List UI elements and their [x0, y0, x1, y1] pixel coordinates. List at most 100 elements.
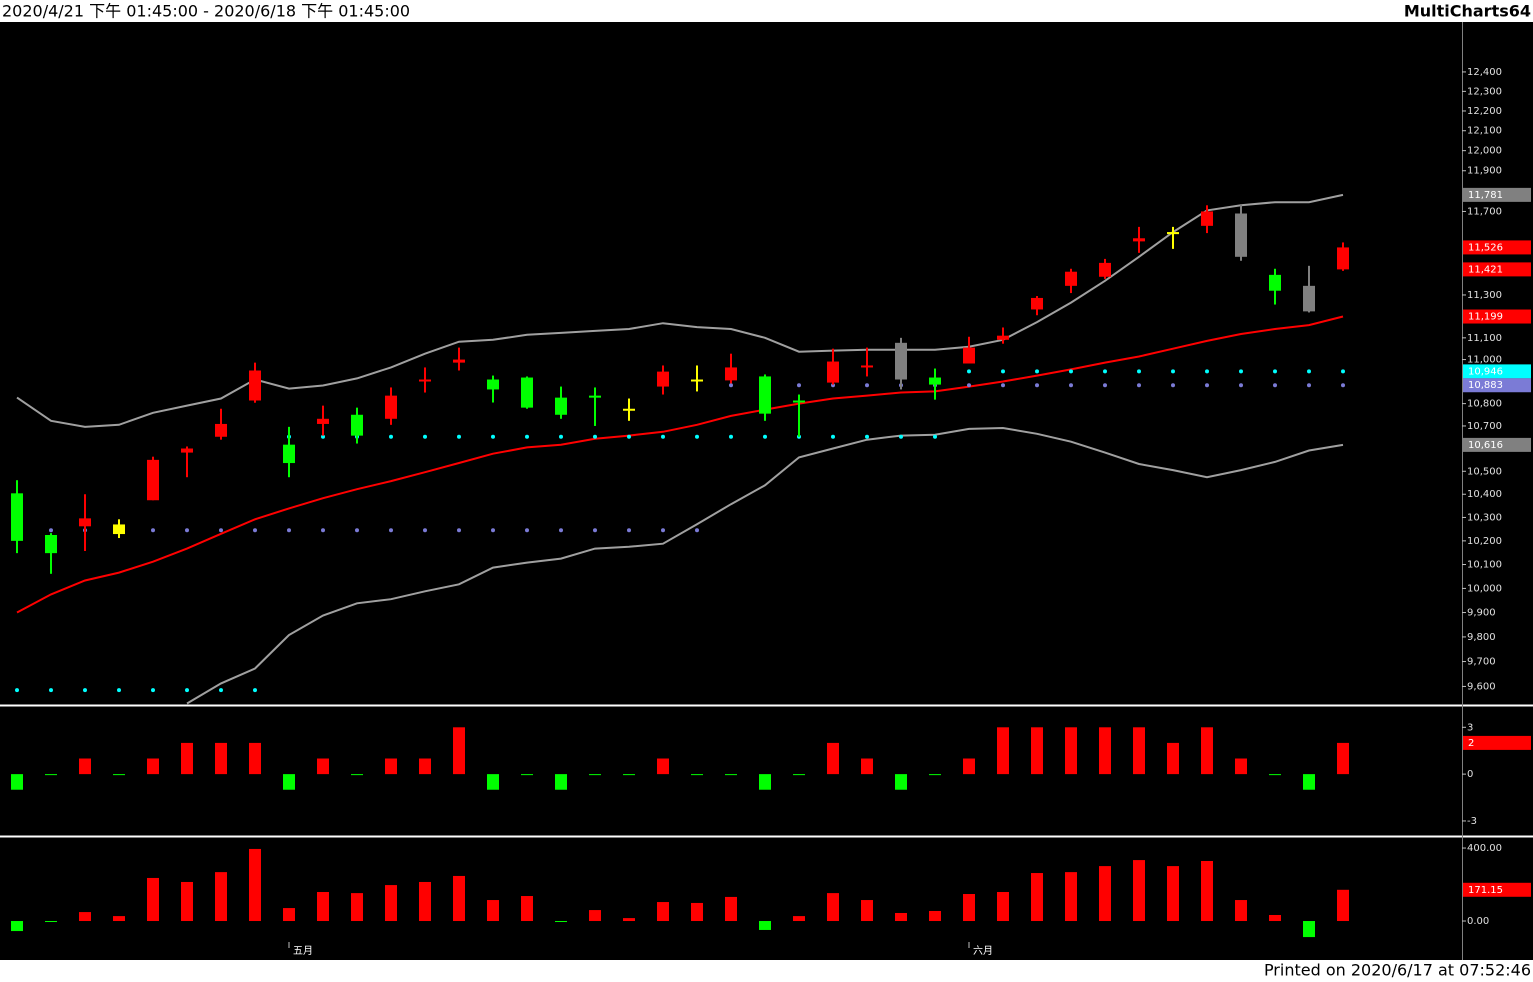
candle-body: [351, 414, 363, 436]
bar: [453, 727, 465, 775]
bar: [283, 908, 295, 922]
y-tick-label: 10,100: [1467, 560, 1502, 571]
bar: [997, 892, 1009, 922]
bar: [1201, 727, 1213, 775]
bar: [113, 916, 125, 922]
candle-body: [521, 377, 533, 408]
bar: [385, 885, 397, 922]
bar: [1167, 742, 1179, 775]
indicator-dot: [253, 528, 257, 533]
indicator-line: [186, 426, 1344, 705]
bar: [725, 896, 737, 922]
indicator-dot: [253, 688, 257, 693]
indicator-dot: [729, 383, 733, 388]
bar: [1167, 866, 1179, 922]
x-tick-label: 五月: [293, 945, 313, 957]
bar: [1065, 727, 1077, 775]
candle-body: [181, 448, 193, 453]
indicator-dot: [661, 434, 665, 439]
price-marker: [1463, 187, 1531, 202]
bar: [1235, 758, 1247, 775]
y-tick-label: 0: [1467, 769, 1473, 780]
indicator-dot: [627, 434, 631, 439]
bar: [317, 892, 329, 922]
bar: [1133, 860, 1145, 922]
y-tick-label: 11,900: [1467, 166, 1502, 177]
bar: [929, 774, 941, 776]
bar: [827, 742, 839, 775]
candle-body: [385, 395, 397, 419]
y-tick-label: 400.00: [1467, 843, 1502, 854]
indicator-dot: [661, 528, 665, 533]
candle-body: [725, 367, 737, 381]
candle-body: [1167, 232, 1179, 235]
candle-body: [827, 361, 839, 383]
bar: [963, 758, 975, 775]
bar: [419, 758, 431, 775]
candle-body: [963, 347, 975, 364]
y-tick-label: 9,800: [1467, 632, 1496, 643]
indicator-dot: [49, 528, 53, 533]
indicator-dot: [1035, 369, 1039, 374]
bar: [1031, 873, 1043, 922]
candle-body: [45, 534, 57, 554]
y-tick-label: 10,500: [1467, 466, 1502, 477]
indicator-dot: [831, 434, 835, 439]
bar: [1303, 774, 1315, 790]
indicator-dot: [593, 528, 597, 533]
bar: [45, 774, 57, 776]
indicator-dot: [185, 688, 189, 693]
indicator-dot: [797, 383, 801, 388]
bar: [1269, 914, 1281, 922]
bar: [895, 912, 907, 922]
candle-body: [1099, 262, 1111, 277]
indicator-dot: [1103, 369, 1107, 374]
indicator-dot: [1307, 383, 1311, 388]
bar: [45, 921, 57, 923]
indicator-dot: [321, 434, 325, 439]
candle-body: [11, 493, 23, 541]
indicator-dot: [1273, 383, 1277, 388]
bar: [249, 848, 261, 922]
price-marker-label: 171.15: [1468, 885, 1503, 896]
price-marker-label: 10,946: [1468, 366, 1503, 377]
y-tick-label: 11,100: [1467, 333, 1502, 344]
bar: [11, 774, 23, 790]
indicator-dot: [287, 528, 291, 533]
indicator-dot: [1137, 383, 1141, 388]
candle-body: [793, 400, 805, 403]
date-range: 2020/4/21 下午 01:45:00 - 2020/6/18 下午 01:…: [2, 2, 410, 21]
indicator-dot: [1137, 369, 1141, 374]
candle-body: [1303, 285, 1315, 312]
bar: [1337, 742, 1349, 775]
price-marker-label: 2: [1468, 738, 1474, 749]
bar: [113, 774, 125, 776]
bar: [589, 910, 601, 922]
bar: [793, 916, 805, 922]
indicator-dot: [729, 434, 733, 439]
print-info: Printed on 2020/6/17 at 07:52:46: [1264, 961, 1531, 980]
bar: [181, 742, 193, 775]
indicator-dot: [1205, 383, 1209, 388]
price-marker: [1463, 437, 1531, 452]
bar: [79, 758, 91, 775]
y-tick-label: 12,200: [1467, 106, 1502, 117]
bar: [1235, 900, 1247, 922]
candle-body: [1337, 247, 1349, 270]
bar: [215, 872, 227, 922]
bar: [963, 894, 975, 922]
indicator-dot: [491, 528, 495, 533]
candle-body: [555, 397, 567, 415]
bar: [589, 774, 601, 776]
indicator-dot: [865, 434, 869, 439]
indicator-dot: [1035, 383, 1039, 388]
header-bar: [0, 0, 1533, 22]
bar: [759, 774, 771, 790]
bar: [1303, 921, 1315, 938]
indicator-dot: [627, 528, 631, 533]
bar: [147, 877, 159, 922]
indicator-dot: [695, 528, 699, 533]
indicator-dot: [457, 434, 461, 439]
price-marker: [1463, 262, 1531, 277]
